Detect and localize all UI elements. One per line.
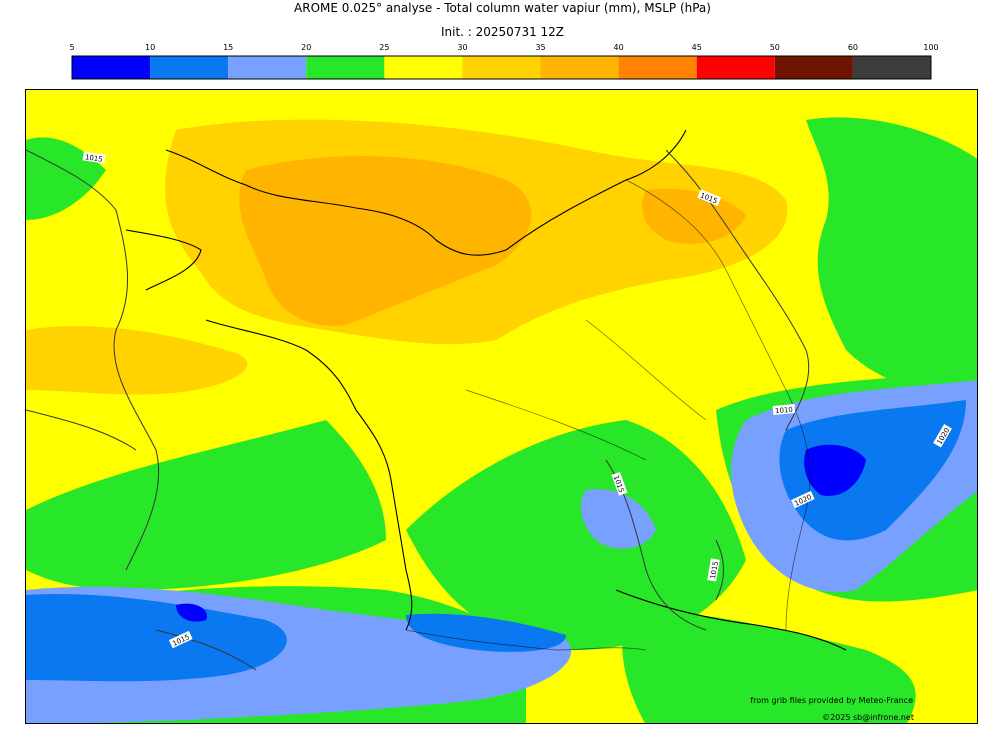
legend-tick-label: 60	[848, 43, 858, 52]
field-35-40	[239, 156, 532, 326]
legend-swatch	[618, 56, 697, 79]
legend-swatch	[150, 56, 229, 79]
isobar-label: 1015	[84, 153, 103, 163]
map-panel: 1015 1015 1010 1015 1020 1020	[25, 89, 978, 724]
data-source-credit: from grib files provided by Meteo-France	[750, 696, 913, 705]
legend-tick-label: 10	[145, 43, 155, 52]
legend-tick-label: 20	[301, 43, 311, 52]
field-20-25-med	[622, 610, 916, 723]
legend-tick-label: 45	[692, 43, 702, 52]
legend-tick-label: 40	[614, 43, 624, 52]
legend-swatch	[72, 56, 151, 79]
copyright-credit: ©2025 sb@infrone.net	[822, 713, 914, 722]
legend-tick-label: 15	[223, 43, 233, 52]
field-5-10-pyrenees	[176, 603, 207, 622]
legend-swatch	[696, 56, 775, 79]
colorbar-legend: 5 10 15 20 25 30 35 40 45 50 60 100	[69, 43, 939, 80]
field-20-25-atlantic	[26, 420, 386, 590]
legend-tick-label: 25	[379, 43, 389, 52]
field-30-35-south	[26, 326, 248, 395]
init-time: Init. : 20250731 12Z	[440, 25, 565, 39]
borders	[405, 179, 811, 651]
legend-swatch	[228, 56, 307, 79]
legend-swatch	[306, 56, 385, 79]
legend-tick-label: 5	[69, 43, 74, 52]
legend-tick-label: 30	[457, 43, 467, 52]
legend-swatch	[462, 56, 541, 79]
legend-swatch	[384, 56, 463, 79]
legend-tick-label: 100	[923, 43, 938, 52]
map-title: AROME 0.025° analyse - Total column wate…	[294, 1, 711, 15]
legend-tick-label: 50	[770, 43, 780, 52]
field-10-15-pyrenees-e	[406, 613, 566, 652]
legend-frame	[71, 55, 932, 80]
field-20-25-centre	[406, 420, 746, 650]
coastlines	[125, 129, 847, 651]
legend-tick-label: 35	[535, 43, 545, 52]
isobar-label: 1010	[775, 406, 793, 416]
field-10-15-alps	[779, 400, 966, 541]
field-10-15-pyrenees	[26, 594, 287, 682]
legend-swatch	[540, 56, 619, 79]
water-vapour-map: 1015 1015 1010 1015 1020 1020	[26, 90, 977, 723]
isobar-label: 1015	[709, 561, 720, 580]
field-5-10-alps	[804, 444, 866, 496]
legend-swatch	[774, 56, 853, 79]
field-15-20-garonne	[580, 489, 656, 549]
field-35-40-east	[642, 188, 746, 244]
legend-swatch	[852, 56, 931, 79]
field-20-25-ne	[806, 117, 977, 393]
